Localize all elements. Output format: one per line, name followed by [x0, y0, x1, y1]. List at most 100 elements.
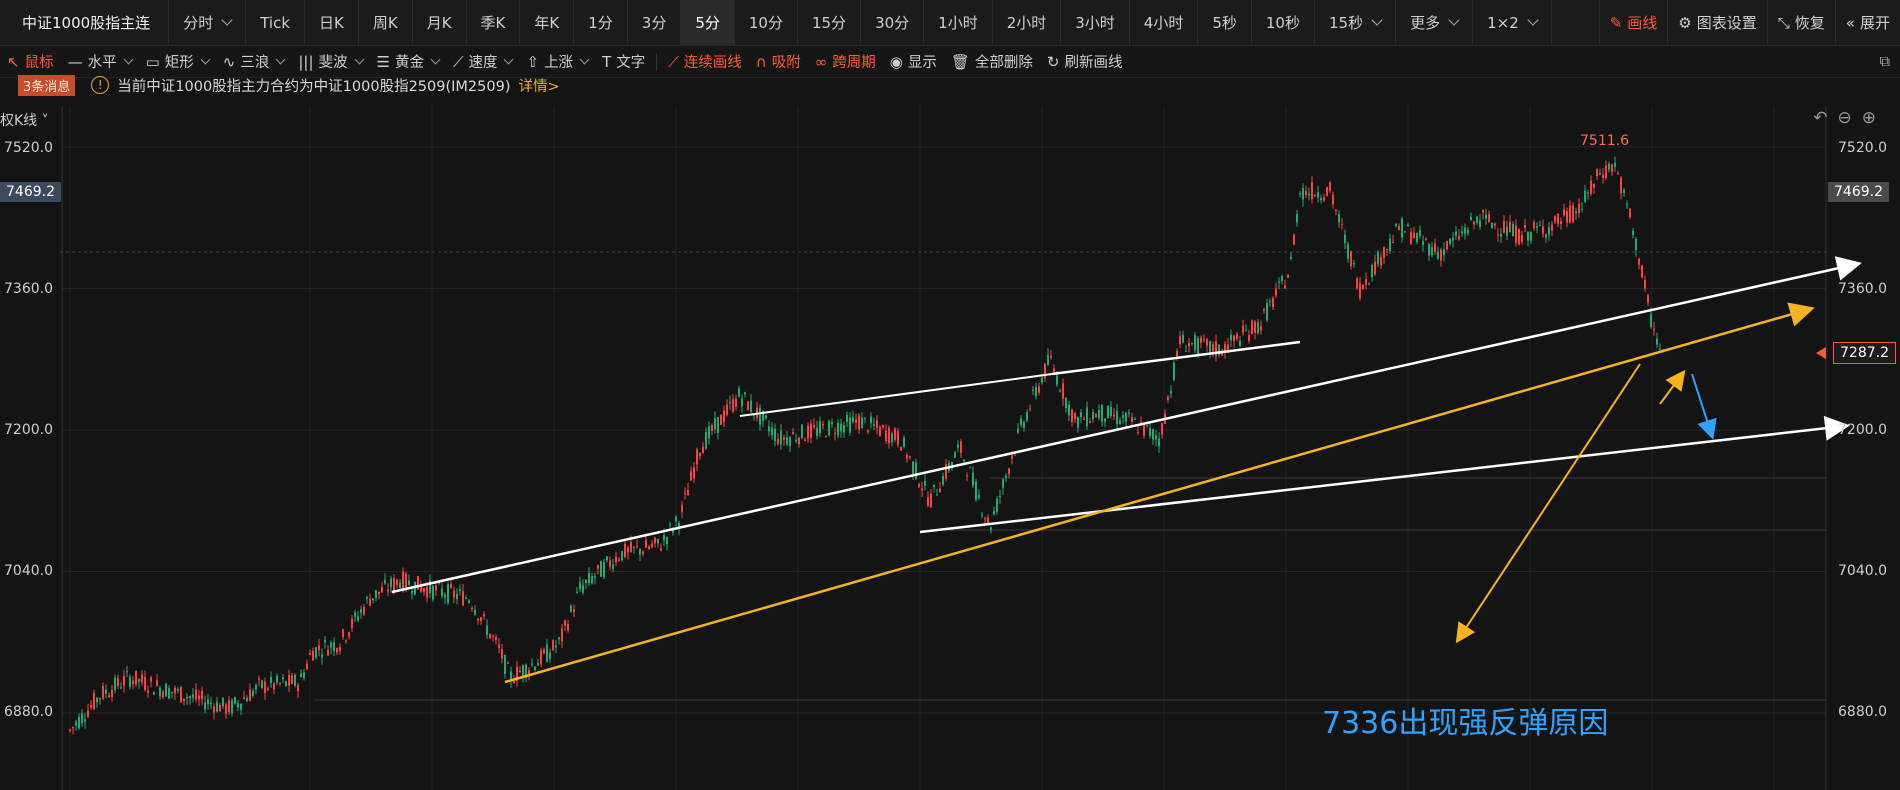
left-tick-7200: 7200.0	[4, 422, 53, 438]
candle-body	[1656, 338, 1658, 345]
period-15min[interactable]: 15分	[798, 0, 862, 46]
candle-body	[573, 609, 575, 613]
candle-body	[171, 691, 173, 694]
period-more[interactable]: 更多	[1396, 0, 1474, 46]
tool-text[interactable]: T 文字	[602, 52, 646, 72]
draw-line-button[interactable]: ✎ 画线	[1598, 0, 1668, 46]
candle-body	[984, 518, 986, 520]
candle-body	[201, 690, 203, 700]
tool-rise[interactable]: ⇧ 上涨	[519, 51, 595, 72]
symbol-title[interactable]: 中证1000股指主连	[0, 0, 170, 46]
candle-body	[1608, 163, 1610, 170]
candle-body	[1128, 412, 1130, 414]
tool-rect[interactable]: ▭ 矩形	[139, 51, 216, 72]
period-quarter[interactable]: 季K	[467, 0, 521, 46]
candle-body	[405, 573, 407, 588]
candle-body	[1599, 173, 1601, 175]
candle-body	[390, 578, 392, 588]
candle-body	[930, 493, 932, 508]
candle-body	[384, 580, 386, 584]
candle-body	[816, 427, 818, 437]
candle-body	[1404, 231, 1406, 233]
period-30min[interactable]: 30分	[861, 0, 925, 46]
cross-period-toggle[interactable]: ∞ 跨周期	[814, 52, 876, 72]
candle-body	[186, 697, 188, 699]
period-10min[interactable]: 10分	[735, 0, 798, 46]
kline-chart[interactable]: 权K线 ˅ ↶⊖⊕ 7520.0 7360.0 7200.0 7040.0 68…	[0, 106, 1900, 790]
tool-mouse[interactable]: ↖ 鼠标	[7, 52, 54, 72]
zoom-out-icon[interactable]: ⊖	[1837, 108, 1862, 128]
period-3h[interactable]: 3小时	[1061, 0, 1130, 46]
period-5s[interactable]: 5秒	[1198, 0, 1252, 46]
candle-body	[90, 704, 92, 708]
period-4h[interactable]: 4小时	[1130, 0, 1199, 46]
chart-canvas[interactable]	[0, 106, 1900, 790]
show-toggle[interactable]: ◉ 显示	[889, 52, 937, 72]
details-link[interactable]: 详情>	[518, 78, 560, 95]
period-month[interactable]: 月K	[413, 0, 467, 46]
chevron-down-icon	[1371, 14, 1383, 26]
layout-select[interactable]: 1×2	[1473, 0, 1552, 46]
copy-icon[interactable]: ⧉	[1879, 53, 1890, 70]
candle-body	[1230, 334, 1232, 341]
refresh-lines-button[interactable]: ↻ 刷新画线	[1046, 52, 1123, 72]
candle-body	[354, 612, 356, 617]
zoom-tools[interactable]: ↶⊖⊕	[1813, 108, 1886, 128]
candle-body	[1032, 389, 1034, 391]
tool-speed[interactable]: ⟋ 速度	[446, 51, 520, 72]
candle-body	[1152, 429, 1154, 440]
candle-body	[1506, 226, 1508, 237]
period-15s[interactable]: 15秒	[1315, 0, 1397, 46]
period-2h[interactable]: 2小时	[993, 0, 1062, 46]
candle-body	[1299, 193, 1301, 195]
candle-body	[72, 727, 74, 729]
candle-body	[210, 702, 212, 705]
kline-type-select[interactable]: 权K线 ˅	[0, 113, 49, 129]
message-count-badge[interactable]: 3条消息	[18, 74, 76, 96]
tool-three-wave[interactable]: ∿ 三浪	[216, 51, 292, 72]
candle-body	[1329, 182, 1331, 192]
candle-body	[1134, 418, 1136, 420]
candle-body	[690, 471, 692, 481]
candle-body	[666, 537, 668, 545]
period-1h[interactable]: 1小时	[924, 0, 993, 46]
chart-settings-button[interactable]: ⚙ 图表设置	[1667, 0, 1766, 46]
zoom-in-icon[interactable]: ⊕	[1861, 108, 1886, 128]
period-3min[interactable]: 3分	[628, 0, 682, 46]
period-10s[interactable]: 10秒	[1252, 0, 1315, 46]
candle-body	[1038, 386, 1040, 393]
tool-golden[interactable]: ☰ 黄金	[370, 51, 446, 72]
delete-all-button[interactable]: 🗑 全部删除	[950, 52, 1033, 72]
candle-body	[1572, 205, 1574, 223]
candle-body	[1641, 265, 1643, 278]
candle-body	[861, 417, 863, 429]
candle-body	[534, 666, 536, 671]
left-tick-7360: 7360.0	[4, 281, 53, 297]
period-year[interactable]: 年K	[520, 0, 575, 46]
candle-body	[1092, 412, 1094, 420]
expand-button[interactable]: «展开	[1834, 0, 1900, 46]
candle-body	[744, 392, 746, 395]
period-day[interactable]: 日K	[305, 0, 359, 46]
candle-body	[1374, 261, 1376, 275]
period-tick[interactable]: Tick	[246, 0, 306, 46]
period-1min[interactable]: 1分	[574, 0, 628, 46]
tool-horizontal[interactable]: — 水平	[61, 51, 139, 72]
snap-toggle[interactable]: ∩ 吸附	[755, 52, 801, 72]
restore-button[interactable]: ⤡ 恢复	[1766, 0, 1835, 46]
candle-body	[1437, 251, 1439, 259]
candle-body	[114, 677, 116, 690]
candle-body	[1107, 405, 1109, 419]
candle-body	[915, 462, 917, 479]
continuous-draw-toggle[interactable]: ⟋ 连续画线	[668, 52, 742, 72]
period-week[interactable]: 周K	[359, 0, 413, 46]
candle-body	[495, 636, 497, 640]
candle-body	[1410, 231, 1412, 244]
candle-body	[1212, 344, 1214, 352]
period-fenshi[interactable]: 分时	[169, 0, 247, 46]
undo-icon[interactable]: ↶	[1813, 108, 1838, 128]
candle-body	[711, 425, 713, 432]
period-5min[interactable]: 5分	[681, 0, 735, 46]
candle-body	[276, 675, 278, 683]
tool-fibonacci[interactable]: ||| 斐波	[291, 51, 369, 72]
